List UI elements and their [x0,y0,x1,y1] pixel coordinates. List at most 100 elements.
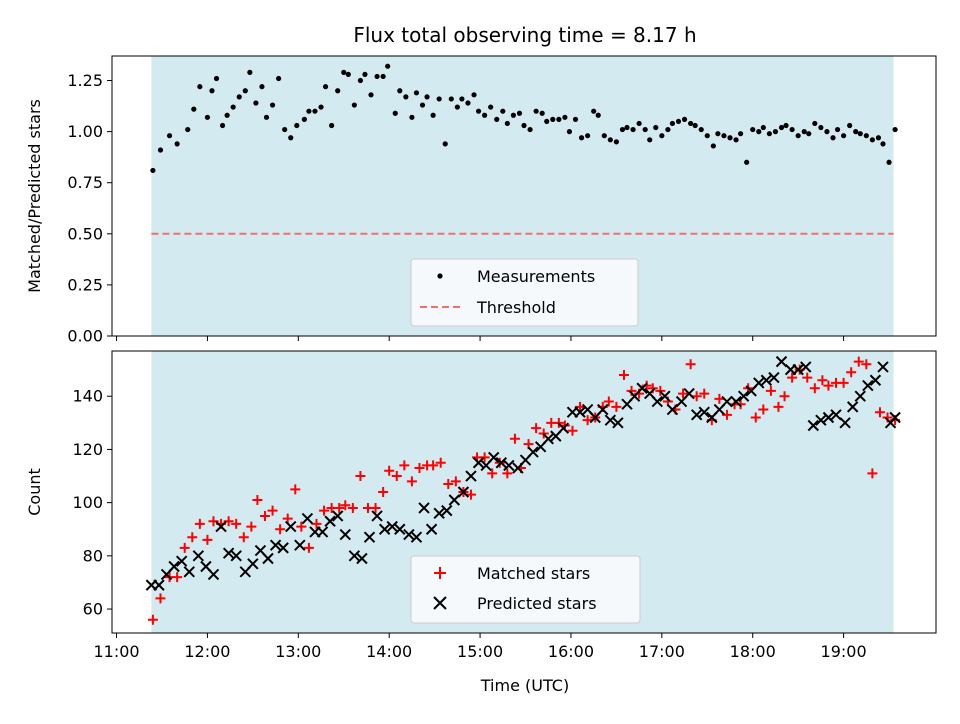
matched-star-point [802,372,813,383]
predicted-star-point [277,542,289,554]
legend-threshold-label: Threshold [476,298,556,317]
matched-star-point [735,399,746,410]
matched-star-point [231,518,242,529]
predicted-star-point [222,547,235,559]
measurement-point [209,88,215,94]
measurement-point [263,114,270,120]
measurement-point [681,116,688,122]
measurement-point [516,110,523,116]
predicted-star-point [854,390,866,402]
predicted-star-point [807,419,820,432]
matched-star-point [611,401,622,412]
measurement-point [230,104,236,110]
predicted-star-point [394,523,406,535]
measurement-point [566,129,573,135]
predicted-star-point [721,395,733,408]
measurement-point [572,116,579,122]
measurement-point [166,133,173,139]
measurement-point [647,137,653,143]
matched-star-point [867,468,878,479]
predicted-star-point [768,371,780,384]
matched-star-point [874,407,885,418]
predicted-star-point [753,377,765,389]
measurement-point [710,143,716,149]
matched-star-point [502,468,513,479]
measurement-point [312,108,318,114]
predicted-star-point [207,568,220,581]
matched-star-point [691,391,702,402]
matched-star-point [603,396,614,407]
x-tick-label: 17:00 [639,642,685,661]
measurement-point [504,120,510,127]
x-tick-label: 15:00 [457,642,503,661]
x-tick-label: 14:00 [366,642,412,661]
measurement-point [818,124,824,131]
predicted-stars-points [145,355,901,591]
measurement-point [430,112,436,118]
count-panel-frame [111,350,937,634]
matched-star-point [773,401,784,412]
measurement-point [392,110,398,116]
measurement-point [766,131,772,137]
measurement-point [374,73,380,80]
measurement-point [795,133,801,139]
count-legend-box [410,555,641,624]
measurement-point [219,122,226,129]
predicted-star-point [230,550,242,562]
measurement-point [224,112,230,118]
predicted-star-point [363,531,376,543]
measurement-point [624,124,630,131]
matched-star-point [779,391,790,402]
matched-star-point [509,433,520,444]
measurement-point [253,100,259,106]
matched-star-point [846,367,857,378]
measurement-point [409,114,415,120]
predicted-star-point [487,451,500,464]
legend-measurements-marker [437,273,443,279]
measurement-point [892,126,898,133]
predicted-star-point [441,504,453,517]
matched-star-point [414,463,425,474]
measurement-point [733,137,739,143]
predicted-star-point [889,411,901,424]
matched-star-point [435,457,446,468]
measurement-point [830,135,836,141]
count-y-axis: 60 80 100 120 140 [72,387,112,619]
predicted-star-point [574,406,586,418]
y-tick-label: 0.50 [67,224,103,243]
matched-star-point [147,614,158,625]
matched-star-point [187,532,198,543]
predicted-star-point [403,528,415,541]
matched-star-point [714,393,725,404]
predicted-star-point [698,406,710,418]
measurement-point [789,126,795,133]
measurement-point [744,159,750,165]
measurement-point [318,104,324,110]
predicted-star-point [425,523,438,535]
measurement-point [619,126,626,133]
predicted-star-point [822,411,835,424]
predicted-star-point [839,417,851,429]
measurement-point [521,122,527,129]
measurement-point [454,104,460,110]
measurement-point [698,126,704,133]
matched-star-point [282,513,293,524]
matched-star-point [465,489,476,500]
predicted-star-point [457,486,470,498]
ratio-panel: 0.00 0.25 0.50 0.75 1.00 1.25 Matched/Predict… [25,55,937,346]
measurement-point [397,88,403,94]
predicted-star-point [168,560,180,573]
ratio-x-axis [116,336,845,341]
measurement-point [675,118,682,125]
matched-star-point [406,476,417,487]
measurement-point [288,135,294,141]
ratio-legend-box [410,258,639,327]
matched-star-point [334,502,345,513]
ratio-panel-frame [111,55,937,337]
measurement-point [630,126,636,133]
matched-star-point [259,510,270,521]
predicted-star-point [294,539,306,551]
predicted-star-point [472,457,485,469]
measurement-point [863,133,869,139]
y-tick-label: 0.00 [67,327,103,346]
